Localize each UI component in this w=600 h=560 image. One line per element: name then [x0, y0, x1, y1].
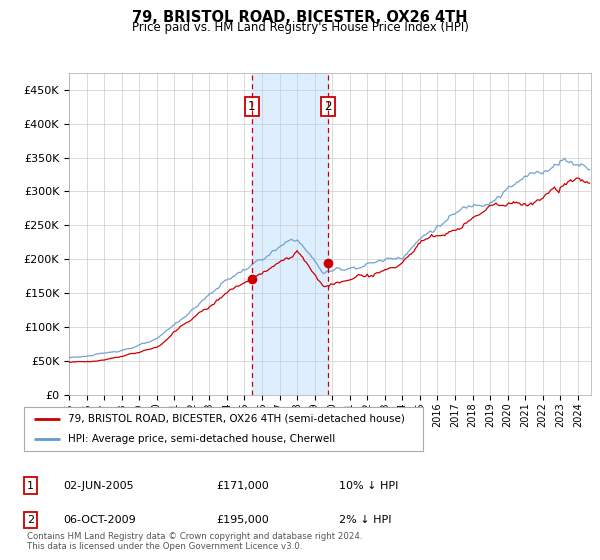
Text: 10% ↓ HPI: 10% ↓ HPI [339, 480, 398, 491]
Text: 79, BRISTOL ROAD, BICESTER, OX26 4TH: 79, BRISTOL ROAD, BICESTER, OX26 4TH [132, 10, 468, 25]
Text: 2% ↓ HPI: 2% ↓ HPI [339, 515, 391, 525]
Text: 2: 2 [27, 515, 34, 525]
Text: £195,000: £195,000 [216, 515, 269, 525]
Text: £171,000: £171,000 [216, 480, 269, 491]
Text: 1: 1 [248, 100, 256, 113]
Text: 2: 2 [324, 100, 332, 113]
Text: Price paid vs. HM Land Registry's House Price Index (HPI): Price paid vs. HM Land Registry's House … [131, 21, 469, 34]
Bar [252, 73, 328, 395]
Text: 06-OCT-2009: 06-OCT-2009 [63, 515, 136, 525]
Text: 1: 1 [27, 480, 34, 491]
Text: Contains HM Land Registry data © Crown copyright and database right 2024.
This d: Contains HM Land Registry data © Crown c… [27, 531, 362, 551]
Text: 02-JUN-2005: 02-JUN-2005 [63, 480, 134, 491]
Text: 79, BRISTOL ROAD, BICESTER, OX26 4TH (semi-detached house): 79, BRISTOL ROAD, BICESTER, OX26 4TH (se… [68, 414, 405, 424]
Text: HPI: Average price, semi-detached house, Cherwell: HPI: Average price, semi-detached house,… [68, 434, 335, 444]
